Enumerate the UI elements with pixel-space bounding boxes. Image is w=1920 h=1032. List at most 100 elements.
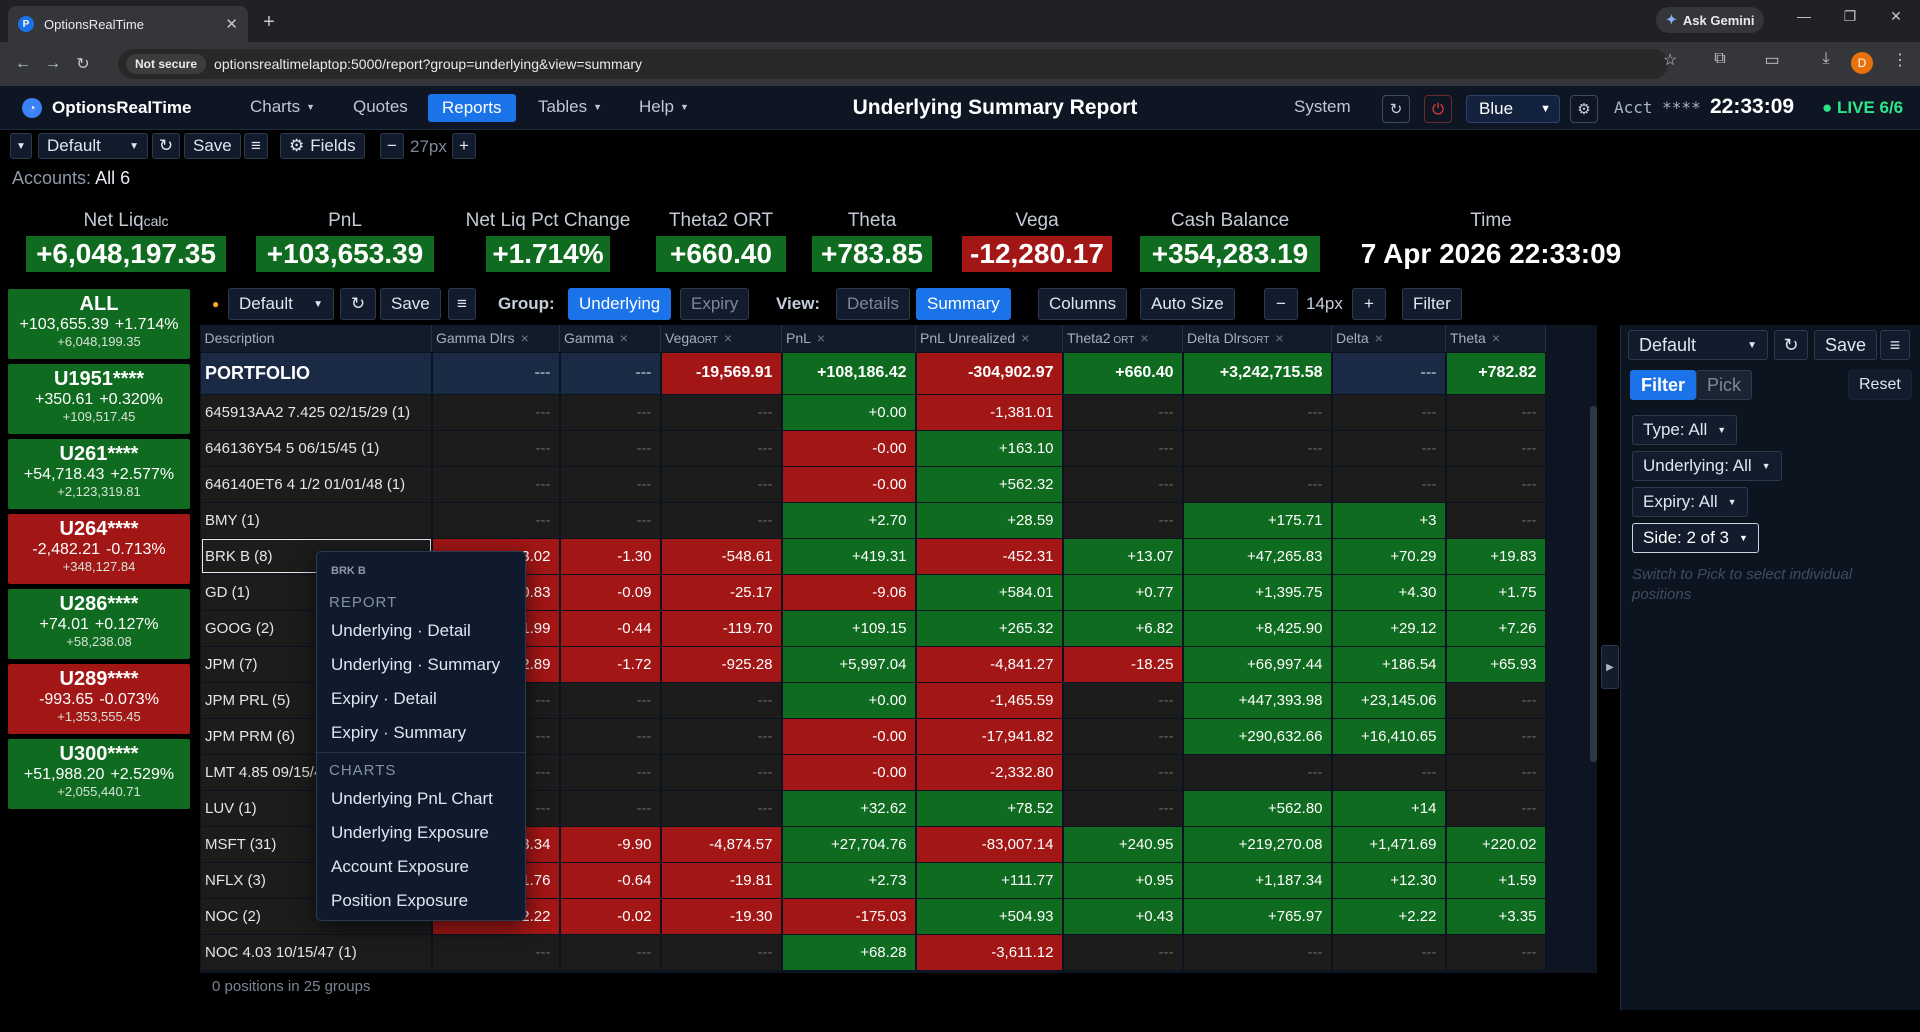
- save-layout-button[interactable]: Save: [184, 133, 241, 159]
- settings-gear-icon[interactable]: ⚙: [1570, 95, 1598, 123]
- account-card[interactable]: U286**** +74.01 +0.127% +58,238.08: [8, 589, 190, 659]
- collapse-panel-icon[interactable]: ▶: [1601, 645, 1619, 689]
- account-card[interactable]: U289**** -993.65 -0.073% +1,353,555.45: [8, 664, 190, 734]
- auto-size-button[interactable]: Auto Size: [1140, 288, 1235, 320]
- remove-column-icon[interactable]: ×: [723, 330, 733, 347]
- menu-quotes[interactable]: Quotes: [353, 97, 408, 117]
- column-header[interactable]: Gamma Dlrs ×: [431, 325, 560, 352]
- column-header[interactable]: PnL Unrealized ×: [915, 325, 1063, 352]
- row-description[interactable]: 646140ET6 4 1/2 01/01/48 (1): [200, 465, 433, 503]
- theme-select[interactable]: Blue ▼: [1466, 95, 1560, 123]
- not-secure-badge[interactable]: Not secure: [126, 54, 207, 74]
- grid-reload-icon[interactable]: ↻: [340, 288, 376, 320]
- table-row[interactable]: NOC 4.03 10/15/47 (1) --- --- --- +68.28 -3,6…: [200, 933, 1547, 971]
- portfolio-row[interactable]: PORTFOLIO --- --- -19,569.91 +108,186.42 -304…: [200, 351, 1547, 395]
- account-card[interactable]: U261**** +54,718.43 +2.577% +2,123,319.81: [8, 439, 190, 509]
- menu-item-position-exposure[interactable]: Position Exposure: [331, 891, 469, 910]
- tab-search-icon[interactable]: ▭: [1764, 52, 1780, 69]
- menu-item-expiry-detail[interactable]: Expiry · Detail: [331, 689, 437, 708]
- table-row[interactable]: 646136Y54 5 06/15/45 (1) --- --- --- -0.00 +1…: [200, 429, 1547, 467]
- remove-column-icon[interactable]: ×: [1021, 330, 1030, 347]
- tab-filter[interactable]: Filter: [1630, 370, 1697, 400]
- columns-button[interactable]: Columns: [1038, 288, 1128, 320]
- filter-chip-type[interactable]: Type: All ▼: [1632, 415, 1738, 445]
- menu-item-underlying-exposure[interactable]: Underlying Exposure: [331, 823, 489, 842]
- column-header[interactable]: Delta DlrsORT ×: [1182, 325, 1332, 352]
- power-icon[interactable]: ⏻: [1424, 95, 1452, 123]
- group-underlying-toggle[interactable]: Underlying: [568, 288, 672, 320]
- filter-chip-underlying[interactable]: Underlying: All ▼: [1632, 451, 1782, 481]
- menu-item-expiry-summary[interactable]: Expiry · Summary: [331, 723, 467, 742]
- group-expiry-toggle[interactable]: Expiry: [680, 288, 750, 320]
- ask-gemini-button[interactable]: ✦ Ask Gemini: [1656, 7, 1765, 33]
- grid-decrease-font-button[interactable]: −: [1264, 288, 1298, 320]
- refresh-icon[interactable]: ↻: [1382, 95, 1410, 123]
- menu-item-underlying-summary[interactable]: Underlying · Summary: [331, 655, 501, 674]
- account-card-all[interactable]: ALL +103,655.39 +1.714% +6,048,199.35: [8, 289, 190, 359]
- panel-save-button[interactable]: Save: [1814, 330, 1878, 360]
- minimize-icon[interactable]: —: [1797, 8, 1811, 24]
- remove-column-icon[interactable]: ×: [1275, 330, 1284, 347]
- menu-item-underlying-detail[interactable]: Underlying · Detail: [331, 621, 471, 640]
- restore-icon[interactable]: ❐: [1843, 8, 1857, 24]
- profile-avatar[interactable]: D: [1851, 52, 1873, 74]
- filter-chip-expiry[interactable]: Expiry: All ▼: [1632, 487, 1748, 517]
- view-summary-toggle[interactable]: Summary: [916, 288, 1011, 320]
- forward-icon[interactable]: →: [45, 55, 61, 72]
- filter-toggle-button[interactable]: Filter: [1402, 288, 1462, 320]
- panel-menu-icon[interactable]: ≡: [1880, 330, 1910, 360]
- view-details-toggle[interactable]: Details: [836, 288, 910, 320]
- column-header[interactable]: Description: [200, 325, 432, 352]
- menu-item-account-exposure[interactable]: Account Exposure: [331, 857, 469, 876]
- row-description[interactable]: BMY (1): [200, 501, 433, 539]
- layout-preset-select[interactable]: Default ▼: [38, 133, 148, 159]
- remove-column-icon[interactable]: ×: [520, 330, 529, 347]
- column-header[interactable]: VegaORT ×: [660, 325, 782, 352]
- panel-preset-select[interactable]: Default ▼: [1628, 330, 1768, 360]
- column-header[interactable]: Delta ×: [1331, 325, 1446, 352]
- remove-column-icon[interactable]: ×: [1374, 330, 1383, 347]
- panel-reload-icon[interactable]: ↻: [1774, 330, 1808, 360]
- account-card[interactable]: U264**** -2,482.21 -0.713% +348,127.84: [8, 514, 190, 584]
- column-header[interactable]: Gamma ×: [559, 325, 661, 352]
- menu-charts[interactable]: Charts ▼: [250, 97, 315, 117]
- remove-column-icon[interactable]: ×: [619, 330, 628, 347]
- account-card[interactable]: U1951**** +350.61 +0.320% +109,517.45: [8, 364, 190, 434]
- extensions-icon[interactable]: ⧉: [1714, 50, 1726, 67]
- reset-filters-button[interactable]: Reset: [1848, 370, 1912, 400]
- column-header[interactable]: Theta2 ORT ×: [1062, 325, 1183, 352]
- url-text[interactable]: optionsrealtimelaptop:5000/report?group=…: [214, 56, 643, 72]
- window-close-icon[interactable]: ✕: [1890, 8, 1902, 24]
- download-icon[interactable]: ⤓: [1822, 50, 1830, 67]
- address-bar[interactable]: Not secure optionsrealtimelaptop:5000/re…: [118, 49, 1668, 79]
- bookmark-star-icon[interactable]: ☆: [1662, 52, 1678, 69]
- menu-help[interactable]: Help ▼: [639, 97, 689, 117]
- grid-menu-icon[interactable]: ≡: [448, 288, 476, 320]
- account-card[interactable]: U300**** +51,988.20 +2.529% +2,055,440.71: [8, 739, 190, 809]
- row-description[interactable]: 646136Y54 5 06/15/45 (1): [200, 429, 433, 467]
- browser-tab[interactable]: P OptionsRealTime ✕: [8, 6, 248, 42]
- table-row[interactable]: BMY (1) --- --- --- +2.70 +28.59 --- +175.71 +3-…: [200, 501, 1547, 539]
- kebab-menu-icon[interactable]: ⋮: [1892, 52, 1908, 69]
- row-description[interactable]: NOC 4.03 10/15/47 (1): [200, 933, 433, 971]
- column-header[interactable]: PnL ×: [781, 325, 916, 352]
- reload-icon[interactable]: ↻: [76, 56, 90, 73]
- reload-layout-icon[interactable]: ↻: [152, 133, 180, 159]
- new-tab-button[interactable]: +: [263, 10, 275, 33]
- close-tab-icon[interactable]: ✕: [225, 16, 238, 33]
- grid-preset-select[interactable]: Default ▼: [228, 288, 334, 320]
- remove-column-icon[interactable]: ×: [816, 330, 826, 347]
- remove-column-icon[interactable]: ×: [1491, 330, 1500, 347]
- grid-save-button[interactable]: Save: [380, 288, 441, 320]
- menu-tables[interactable]: Tables ▼: [538, 97, 602, 117]
- collapse-toggle-icon[interactable]: ▼: [10, 133, 32, 159]
- table-row[interactable]: 646140ET6 4 1/2 01/01/48 (1) --- --- --- -0.…: [200, 465, 1547, 503]
- table-row[interactable]: NOC (2) -2.22 -0.02 -19.30 -175.03 +504.93 +0.…: [200, 897, 1547, 935]
- increase-size-button[interactable]: +: [452, 133, 476, 159]
- filter-chip-side[interactable]: Side: 2 of 3 ▼: [1632, 523, 1759, 553]
- column-header[interactable]: Theta ×: [1445, 325, 1546, 352]
- brand-logo[interactable]: ◔ OptionsRealTime: [22, 98, 192, 118]
- row-description[interactable]: 645913AA2 7.425 02/15/29 (1): [200, 393, 433, 431]
- table-row[interactable]: 645913AA2 7.425 02/15/29 (1) --- --- --- +0.…: [200, 393, 1547, 431]
- system-label[interactable]: System: [1294, 97, 1351, 116]
